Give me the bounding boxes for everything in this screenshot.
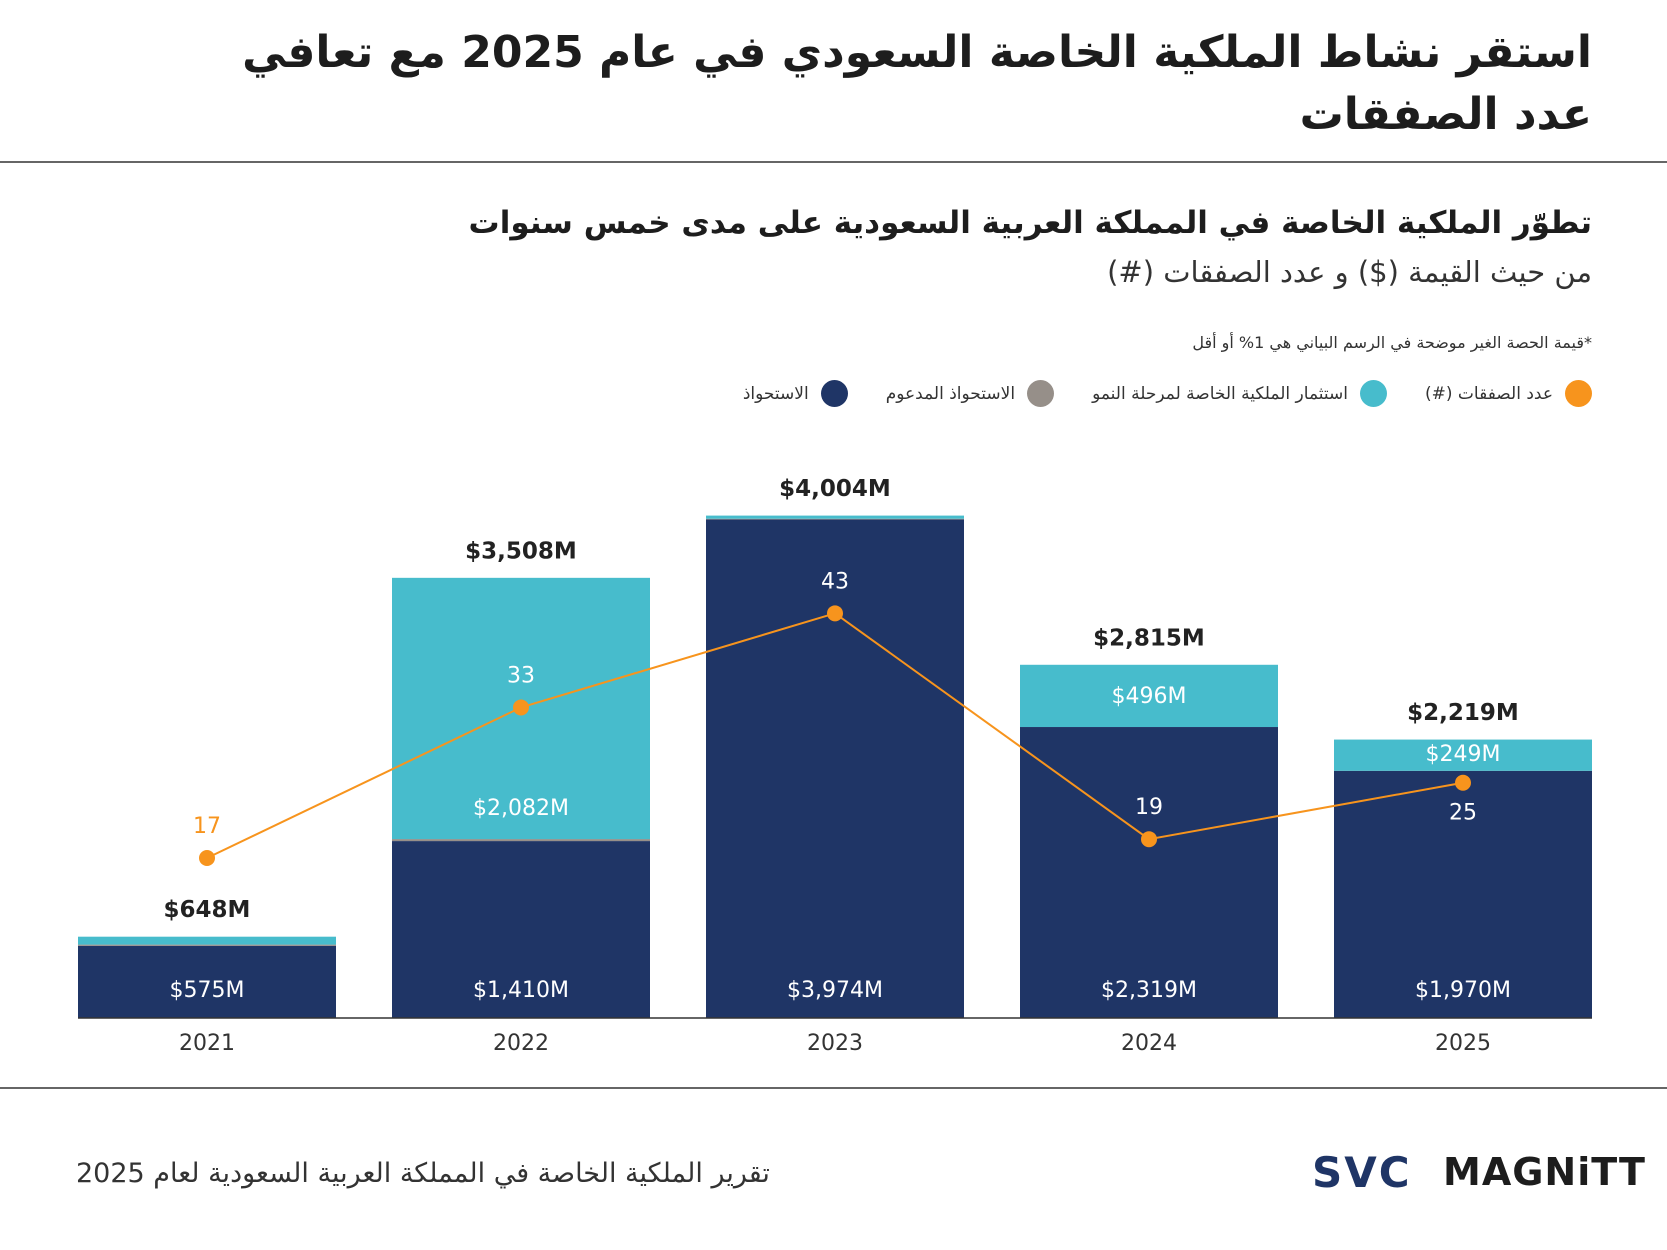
deal-point <box>1455 774 1471 791</box>
deal-point <box>199 850 215 867</box>
bar-segment <box>78 944 336 946</box>
x-tick-label: 2023 <box>807 1031 863 1056</box>
data-label: $2,082M <box>473 796 569 821</box>
total-label: $3,508M <box>465 538 577 564</box>
legend-label: الاستحواذ <box>742 383 809 404</box>
divider <box>0 1087 1667 1089</box>
legend-swatch <box>1565 380 1592 407</box>
legend-swatch <box>820 380 848 407</box>
footer-text: تقرير الملكية الخاصة في المملكة العربية … <box>76 1158 770 1189</box>
legend-swatch <box>1027 380 1055 407</box>
data-label: $496M <box>1112 684 1187 709</box>
legend-item: الاستحواذ <box>743 380 848 407</box>
chart-note: *قيمة الحصة الغير موضحة في الرسم البياني… <box>1192 333 1592 352</box>
x-tick-label: 2021 <box>179 1031 235 1056</box>
chart-subtitle: من حيث القيمة ($) و عدد الصفقات (#) <box>1107 255 1592 289</box>
logo: SVC <box>1312 1148 1412 1197</box>
deal-label: 33 <box>507 663 535 688</box>
deal-label: 17 <box>193 814 221 839</box>
legend-label: عدد الصفقات (#) <box>1425 383 1553 404</box>
x-tick-label: 2022 <box>493 1031 549 1056</box>
legend-label: الاستحواذ المدعوم <box>885 383 1016 404</box>
bar-segment <box>706 518 964 520</box>
legend: عدد الصفقات (#) استثمار الملكية الخاصة لم… <box>743 380 1592 407</box>
x-tick-label: 2025 <box>1435 1031 1491 1056</box>
total-label: $648M <box>164 897 251 923</box>
x-tick-label: 2024 <box>1121 1031 1177 1056</box>
total-label: $2,219M <box>1407 700 1519 726</box>
legend-item: عدد الصفقات (#) <box>1425 380 1592 407</box>
legend-swatch <box>1360 380 1388 407</box>
page-title: استقر نشاط الملكية الخاصة السعودي في عام… <box>242 27 1592 140</box>
legend-label: استثمار الملكية الخاصة لمرحلة النمو <box>1092 383 1349 404</box>
divider <box>0 161 1667 163</box>
bar-segment <box>78 945 336 1018</box>
data-label: $249M <box>1426 742 1501 767</box>
total-label: $4,004M <box>779 476 891 502</box>
legend-item: الاستحواذ المدعوم <box>885 380 1055 407</box>
deal-label: 43 <box>821 569 849 594</box>
data-label: $2,319M <box>1101 978 1197 1003</box>
bar-segment <box>706 515 964 519</box>
bar-segment <box>1334 739 1592 771</box>
data-label: $3,974M <box>787 978 883 1003</box>
deal-label: 25 <box>1449 801 1477 826</box>
legend-item: استثمار الملكية الخاصة لمرحلة النمو <box>1092 380 1388 407</box>
deal-point <box>827 605 843 622</box>
bar-segment <box>392 839 650 842</box>
logo: MAGNiTT <box>1443 1150 1646 1194</box>
bar-segment <box>1020 727 1278 1018</box>
deal-point <box>513 699 529 716</box>
deal-label: 19 <box>1135 795 1163 820</box>
data-label: $575M <box>170 978 245 1003</box>
bar-segment <box>1020 664 1278 728</box>
bar-segment <box>78 936 336 945</box>
data-label: $1,410M <box>473 978 569 1003</box>
chart-title: تطوّر الملكية الخاصة في المملكة العربية … <box>468 205 1592 241</box>
bar-segment <box>392 841 650 1018</box>
total-label: $2,815M <box>1093 625 1205 651</box>
deal-point <box>1141 831 1157 848</box>
bar-segment <box>706 519 964 1018</box>
bar-segment <box>1334 770 1592 1018</box>
data-label: $1,970M <box>1415 978 1511 1003</box>
